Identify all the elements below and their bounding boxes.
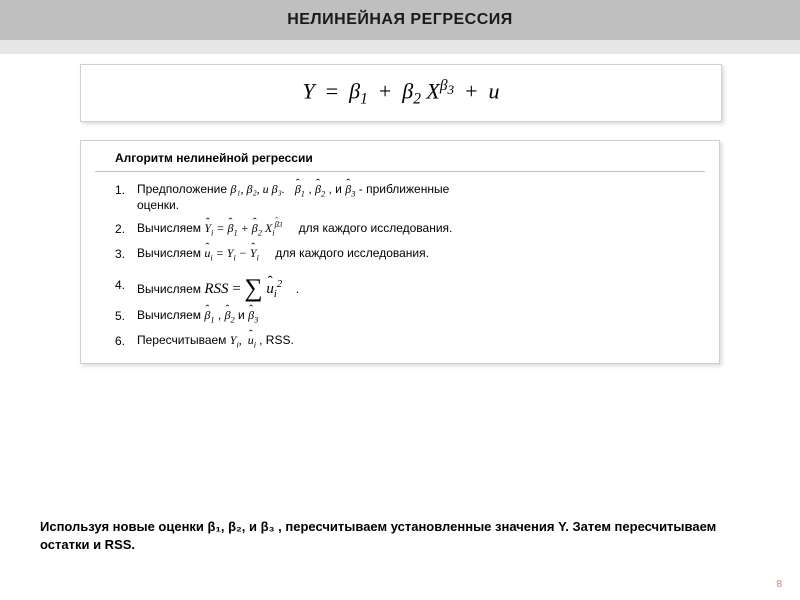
equation-box: Y = β1 + β2 Xβ3 + u <box>80 64 722 122</box>
eq-u: u <box>489 79 500 104</box>
eq-b1-sub: 1 <box>360 91 368 108</box>
beta-hat-2-icon: β <box>315 182 321 197</box>
bottom-paragraph: Используя новые оценки β₁, β₂, и β₃ , пе… <box>40 518 760 554</box>
eq-plus1: + <box>379 79 391 104</box>
eq-X: X <box>426 79 439 104</box>
slide-title: НЕЛИНЕЙНАЯ РЕГРЕССИЯ <box>287 11 513 28</box>
algo-step-3: 3. Вычисляем ui = Yi − Yi для каждого ис… <box>115 242 705 266</box>
beta-hat-3-icon: β <box>345 182 351 197</box>
eq-b2-sub: 2 <box>413 91 421 108</box>
page-number: 8 <box>776 579 782 590</box>
yhat-formula: Yi = β1 + β2 Xiβ3 <box>204 221 285 235</box>
algorithm-heading: Алгоритм нелинейной регрессии <box>95 149 705 172</box>
algorithm-list: 1. Предположение β₁, β₂, и β₃. β1 , β2 ,… <box>115 178 705 353</box>
eq-b2: β <box>402 79 413 104</box>
algo-step-1: 1. Предположение β₁, β₂, и β₃. β1 , β2 ,… <box>115 178 705 216</box>
eq-exp: β3 <box>440 77 454 94</box>
eq-Y: Y <box>302 79 314 104</box>
main-equation: Y = β1 + β2 Xβ3 + u <box>302 78 499 107</box>
title-strip <box>0 40 800 54</box>
algorithm-box: Алгоритм нелинейной регрессии 1. Предпол… <box>80 140 720 364</box>
algo-step-4: 4. Вычисляем RSS = ∑ ui2 . <box>115 266 705 304</box>
uhat-formula: ui = Yi − Yi <box>204 246 262 260</box>
algo-step-5: 5. Вычисляем β1 , β2 и β3 <box>115 304 705 328</box>
algo-step-6: 6. Пересчитываем Yi, ui , RSS. <box>115 329 705 353</box>
algo-step-2: 2. Вычисляем Yi = β1 + β2 Xiβ3 для каждо… <box>115 216 705 241</box>
eq-equals: = <box>326 79 338 104</box>
title-bar: НЕЛИНЕЙНАЯ РЕГРЕССИЯ <box>0 0 800 40</box>
eq-b1: β <box>349 79 360 104</box>
beta-hat-1-icon: β <box>295 182 301 197</box>
slide: НЕЛИНЕЙНАЯ РЕГРЕССИЯ Y = β1 + β2 Xβ3 + u… <box>0 0 800 600</box>
eq-plus2: + <box>465 79 477 104</box>
rss-formula: RSS = ∑ ui2 <box>204 281 286 297</box>
